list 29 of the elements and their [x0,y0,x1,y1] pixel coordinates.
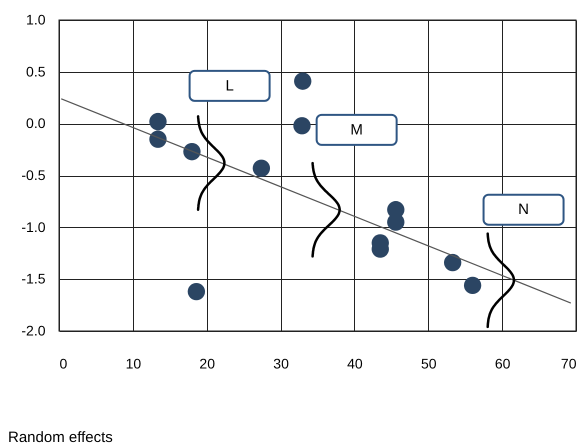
x-tick-label: 40 [347,356,363,372]
point [252,160,270,177]
point [183,143,201,160]
point [149,112,167,130]
point [149,130,167,148]
point [387,214,404,231]
x-tick-label: 30 [273,356,290,372]
annotation: M [350,121,363,138]
x-tick-label: 50 [420,356,437,372]
x-tick-label: 0 [60,356,68,372]
text: Random effects [8,429,113,446]
y-tick-label: 0.5 [26,63,46,80]
y-tick-label: 1.0 [26,12,46,28]
point [464,276,482,294]
x-tick-label: 10 [126,356,142,372]
y-tick-label: -1.0 [21,218,46,235]
point [293,117,311,134]
x-tick-label: 70 [560,356,577,372]
y-tick-label: 0.0 [26,115,46,132]
y-tick-label: -1.5 [21,270,46,287]
x-tick-label: 20 [199,356,216,372]
annotation: N [518,201,529,218]
point [188,282,206,300]
point [294,72,312,90]
point [444,254,462,272]
y-tick-label: -2.0 [21,322,46,338]
annotation: L [225,77,234,94]
y-tick-label: -0.5 [21,167,46,183]
x-tick-label: 60 [494,356,511,372]
